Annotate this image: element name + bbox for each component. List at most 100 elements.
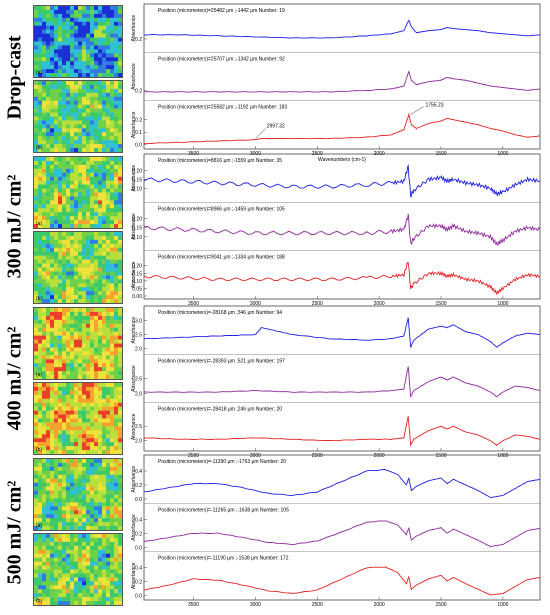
heatmap-cell [66,402,71,407]
heatmap-cell [34,514,39,519]
heatmap-cell [82,510,87,515]
heatmap-cell [74,518,79,523]
heatmap-cell [82,140,87,145]
heatmap-cell [90,343,95,348]
heatmap-cell [50,232,55,237]
heatmap-cell [90,263,95,268]
y-tick-label: 0.05 [132,286,142,292]
heatmap-cell [110,406,115,411]
heatmap-cell [46,184,51,189]
heatmap-cell [118,331,122,336]
heatmap-cell [90,434,95,439]
heatmap-cell [86,434,91,439]
heatmap-cell [114,359,119,364]
heatmap-cell [102,65,107,70]
heatmap-cell [50,49,55,54]
heatmap-cell [34,188,39,193]
heatmap-cell [90,311,95,317]
heatmap-cell [54,184,59,189]
heatmap-cell [110,232,115,237]
heatmap-cell [54,17,59,23]
heatmap-cell [42,33,47,38]
heatmap-cell [70,502,75,507]
heatmap-cell [34,311,39,317]
heatmap-cell [42,514,47,519]
heatmap-cell [46,263,51,268]
heatmap-cell [66,557,71,562]
heatmap-cell [50,331,55,336]
heatmap-cell [90,84,95,90]
heatmap-cell [94,422,99,427]
heatmap-cell [42,104,47,109]
heatmap-cell [110,418,115,423]
heatmap-cell [66,299,71,303]
heatmap-cell [42,200,47,205]
heatmap-cell [78,522,83,527]
heatmap-cell [94,343,99,348]
heatmap-cell [118,450,122,454]
heatmap-cell [34,434,39,439]
heatmap-cell [118,88,122,94]
heatmap-cell [90,514,95,519]
annotation-leader [410,106,424,115]
heatmap-cell [34,319,39,325]
heatmap-cell [90,506,95,511]
heatmap-cell [78,553,83,558]
heatmap-cell [106,601,111,605]
heatmap-cell [54,446,59,451]
heatmap-cell [98,319,103,325]
heatmap-cell [86,438,91,443]
heatmap-image [34,6,122,77]
heatmap-cell [70,21,75,27]
heatmap-cell [82,92,87,98]
heatmap-cell [98,498,103,503]
heatmap-cell [114,537,119,543]
heatmap-cell [98,406,103,411]
heatmap-cell [118,506,122,511]
heatmap-cell [66,148,71,152]
heatmap-cell [102,363,107,368]
heatmap-cell [62,120,67,125]
heatmap-cell [66,494,71,499]
heatmap-cell [38,21,43,27]
heatmap-cell [106,323,111,329]
heatmap-cell [114,92,119,98]
heatmap-cell [46,88,51,94]
heatmap-cell [74,581,79,586]
heatmap-cell [50,470,55,476]
heatmap-cell [78,164,83,170]
heatmap-cell [58,569,63,574]
heatmap-cell [66,597,71,602]
heatmap-cell [110,549,115,555]
heatmap-cell [58,335,63,340]
heatmap-cell [90,96,95,102]
heatmap-cell [118,462,122,468]
heatmap-cell [58,45,63,50]
heatmap-cell [34,148,39,152]
heatmap-cell [58,232,63,237]
heatmap-cell [78,308,83,313]
heatmap-cell [90,33,95,38]
heatmap-cell [94,331,99,336]
heatmap-cell [54,65,59,70]
panel-frame [143,454,541,601]
heatmap-cell [70,585,75,590]
heatmap-cell [86,522,91,527]
heatmap-cell [98,243,103,249]
heatmap-cell [66,363,71,368]
heatmap-cell [42,589,47,594]
heatmap-cell [82,204,87,209]
heatmap-cell [118,45,122,50]
heatmap-cell [50,164,55,170]
x-tick-label: 3000 [250,602,261,608]
heatmap-cell [66,120,71,125]
heatmap-cell [54,490,59,495]
heatmap-cell [94,545,99,551]
heatmap-cell [34,299,39,303]
heatmap-cell [86,81,91,86]
heatmap-cell [66,100,71,105]
heatmap-cell [70,69,75,74]
heatmap-cell [94,494,99,499]
heatmap-cell [102,406,107,411]
heatmap-cell [102,561,107,566]
